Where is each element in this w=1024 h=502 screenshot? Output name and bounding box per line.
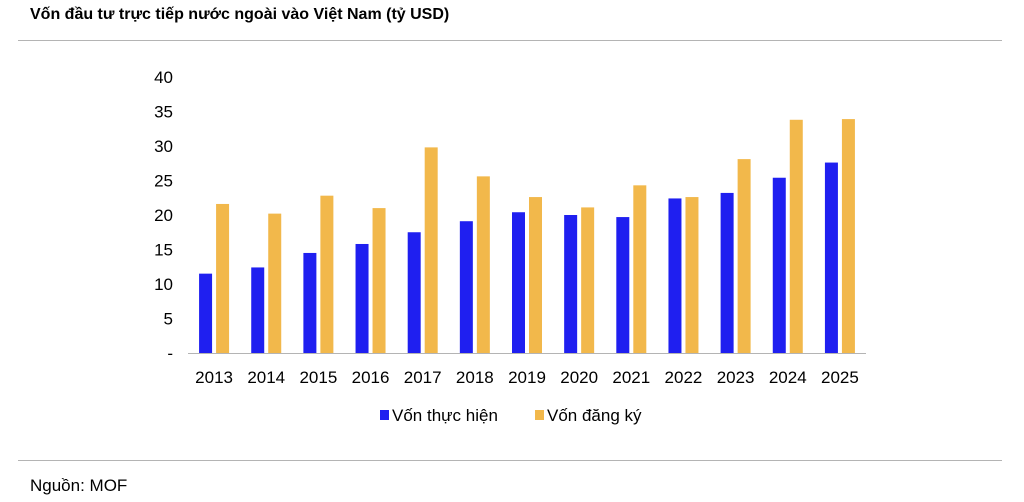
y-tick-label: - [167, 344, 173, 363]
bar-registered-2022 [685, 197, 698, 353]
x-tick-label: 2024 [769, 368, 807, 387]
bar-realized-2017 [408, 232, 421, 353]
x-tick-label: 2022 [665, 368, 703, 387]
y-axis-labels: - 5 10 15 20 25 30 35 40 [154, 68, 173, 363]
bar-registered-2025 [842, 119, 855, 353]
bar-registered-2017 [425, 147, 438, 353]
x-tick-label: 2015 [299, 368, 337, 387]
bar-registered-2018 [477, 176, 490, 353]
bar-registered-2014 [268, 214, 281, 353]
legend-label: Vốn thực hiện [392, 406, 498, 425]
bar-realized-2025 [825, 163, 838, 353]
legend-label: Vốn đăng ký [547, 406, 642, 425]
y-tick-label: 40 [154, 68, 173, 87]
bar-registered-2021 [633, 185, 646, 353]
legend: Vốn thực hiện Vốn đăng ký [380, 406, 642, 425]
bar-realized-2015 [303, 253, 316, 353]
x-tick-label: 2021 [612, 368, 650, 387]
x-axis-labels: 2013 2014 2015 2016 2017 2018 2019 2020 2021 2022… [195, 368, 859, 387]
bar-registered-2015 [320, 196, 333, 353]
bar-registered-2013 [216, 204, 229, 353]
bar-realized-2020 [564, 215, 577, 353]
y-tick-label: 15 [154, 241, 173, 260]
y-tick-label: 30 [154, 137, 173, 156]
legend-marker-registered [535, 410, 544, 420]
bar-registered-2016 [373, 208, 386, 353]
x-tick-label: 2019 [508, 368, 546, 387]
bar-realized-2023 [721, 193, 734, 353]
legend-marker-realized [380, 410, 389, 420]
bar-realized-2013 [199, 274, 212, 353]
bar-registered-2019 [529, 197, 542, 353]
x-tick-label: 2023 [717, 368, 755, 387]
source-note: Nguồn: MOF [30, 476, 127, 496]
bottom-divider [18, 460, 1002, 461]
bar-realized-2019 [512, 212, 525, 353]
y-tick-label: 10 [154, 275, 173, 294]
bar-realized-2022 [668, 198, 681, 353]
x-tick-label: 2016 [352, 368, 390, 387]
y-tick-label: 35 [154, 103, 173, 122]
bar-realized-2014 [251, 267, 264, 353]
bar-realized-2024 [773, 178, 786, 353]
bar-registered-2023 [738, 159, 751, 353]
x-tick-label: 2014 [247, 368, 285, 387]
bar-realized-2016 [356, 244, 369, 353]
bar-registered-2020 [581, 207, 594, 353]
bar-realized-2021 [616, 217, 629, 353]
y-tick-label: 25 [154, 172, 173, 191]
x-tick-label: 2020 [560, 368, 598, 387]
bar-registered-2024 [790, 120, 803, 353]
x-tick-label: 2018 [456, 368, 494, 387]
bar-realized-2018 [460, 221, 473, 353]
x-tick-label: 2025 [821, 368, 859, 387]
x-tick-label: 2013 [195, 368, 233, 387]
y-tick-label: 5 [164, 310, 173, 329]
y-tick-label: 20 [154, 206, 173, 225]
x-tick-label: 2017 [404, 368, 442, 387]
bars [199, 119, 855, 353]
